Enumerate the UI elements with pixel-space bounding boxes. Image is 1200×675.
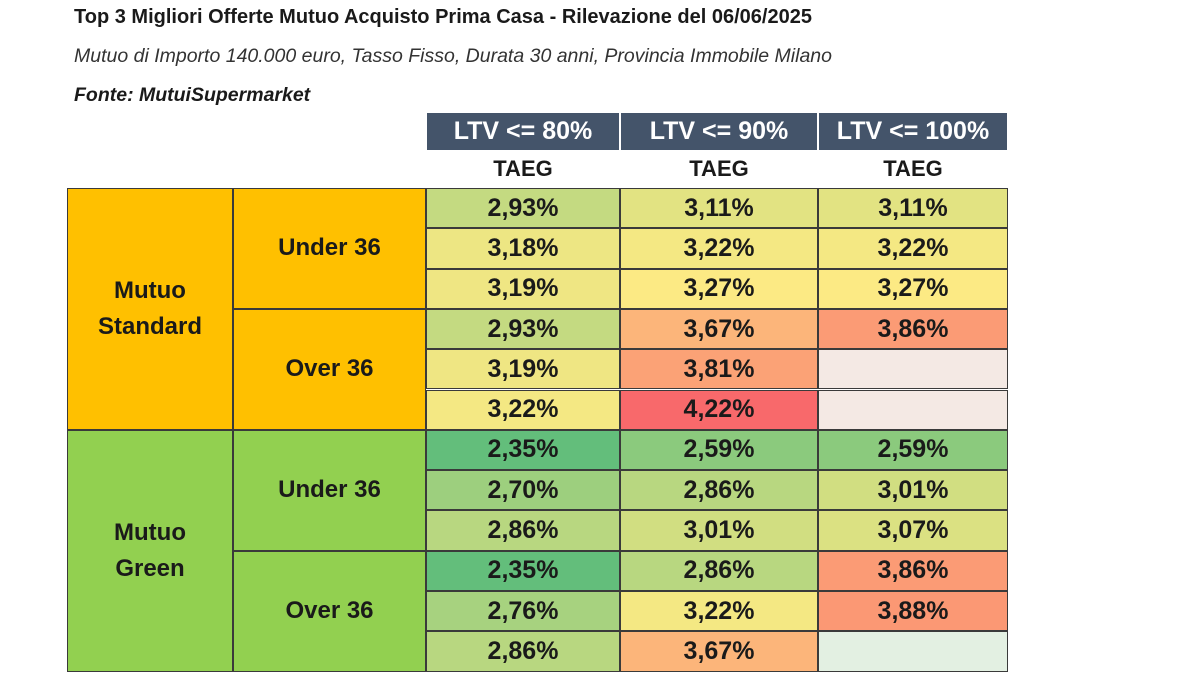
taeg-value-cell: 2,86%	[620, 470, 818, 511]
taeg-value-cell: 3,18%	[426, 228, 620, 269]
taeg-value-cell: 2,76%	[426, 591, 620, 632]
taeg-value-cell: 3,67%	[620, 631, 818, 672]
taeg-value-cell: 2,59%	[818, 429, 1008, 471]
taeg-value-cell: 3,01%	[620, 510, 818, 551]
empty-cell	[818, 349, 1008, 390]
taeg-value-cell: 3,19%	[426, 268, 620, 309]
group-label-text: Mutuo Standard	[97, 276, 202, 340]
taeg-value-cell: 2,35%	[426, 429, 620, 471]
subgroup-label: Over 36	[233, 308, 426, 430]
taeg-value-cell: 3,22%	[620, 228, 818, 269]
taeg-value-cell: 3,81%	[620, 349, 818, 390]
source-label: Fonte: MutuiSupermarket	[74, 84, 311, 106]
taeg-value-cell: 3,27%	[818, 268, 1008, 309]
taeg-column-header: TAEG	[689, 156, 749, 181]
taeg-value-cell: 2,59%	[620, 429, 818, 471]
subgroup-label: Under 36	[233, 188, 426, 309]
taeg-value-cell: 3,22%	[818, 228, 1008, 269]
empty-cell	[818, 389, 1008, 430]
taeg-value-cell: 2,70%	[426, 470, 620, 511]
taeg-value-cell: 3,88%	[818, 591, 1008, 632]
empty-cell	[818, 631, 1008, 672]
taeg-value-cell: 3,86%	[818, 550, 1008, 591]
taeg-value-cell: 3,19%	[426, 349, 620, 390]
chart-subtitle: Mutuo di Importo 140.000 euro, Tasso Fis…	[74, 45, 832, 67]
ltv-column-header: LTV <= 100%	[819, 113, 1007, 150]
ltv-column-header: LTV <= 80%	[427, 113, 619, 150]
taeg-value-cell: 3,22%	[426, 389, 620, 430]
subgroup-label: Over 36	[233, 550, 426, 672]
ltv-column-header: LTV <= 90%	[621, 113, 817, 150]
taeg-value-cell: 3,11%	[818, 188, 1008, 229]
taeg-value-cell: 3,22%	[620, 591, 818, 632]
taeg-column-header: TAEG	[493, 156, 553, 181]
group-label-text: Mutuo Green	[114, 518, 186, 582]
taeg-value-cell: 2,86%	[620, 550, 818, 591]
taeg-value-cell: 3,27%	[620, 268, 818, 309]
taeg-value-cell: 3,07%	[818, 510, 1008, 551]
taeg-value-cell: 3,11%	[620, 188, 818, 229]
chart-title: Top 3 Migliori Offerte Mutuo Acquisto Pr…	[74, 6, 812, 28]
taeg-column-header: TAEG	[883, 156, 943, 181]
taeg-value-cell: 2,35%	[426, 550, 620, 591]
taeg-value-cell: 2,93%	[426, 308, 620, 350]
taeg-value-cell: 3,67%	[620, 308, 818, 350]
subgroup-label: Under 36	[233, 429, 426, 551]
group-label: Mutuo Green	[67, 429, 233, 672]
group-label: Mutuo Standard	[67, 188, 233, 430]
taeg-value-cell: 2,93%	[426, 188, 620, 229]
taeg-value-cell: 3,86%	[818, 308, 1008, 350]
taeg-value-cell: 2,86%	[426, 510, 620, 551]
taeg-value-cell: 3,01%	[818, 470, 1008, 511]
taeg-value-cell: 4,22%	[620, 389, 818, 430]
taeg-value-cell: 2,86%	[426, 631, 620, 672]
